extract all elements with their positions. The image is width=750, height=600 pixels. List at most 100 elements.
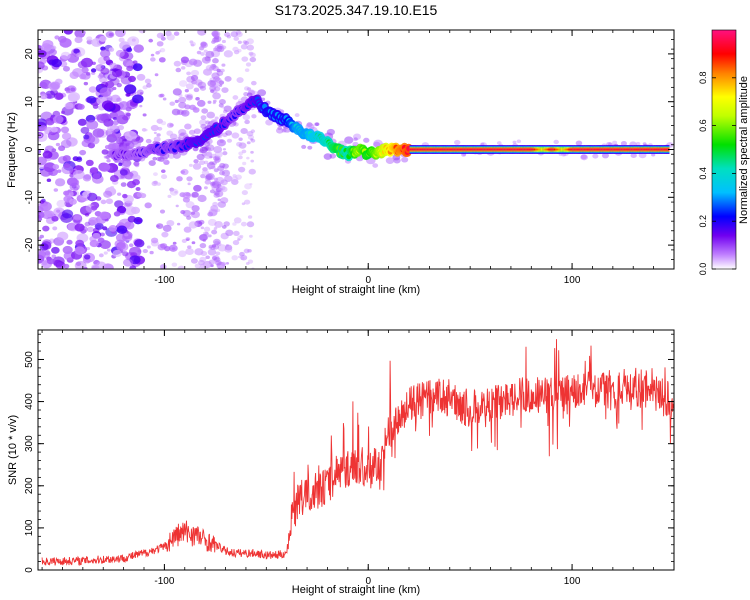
spectrogram-noise-blob	[214, 221, 223, 228]
spectrogram-ridge-core	[600, 148, 603, 151]
spectrogram-noise-blob	[79, 149, 87, 156]
spectrogram-noise-blob	[233, 230, 240, 237]
spectrogram-noise-blob	[178, 250, 187, 258]
spectrogram-noise-blob	[226, 138, 233, 143]
spectrogram-noise-blob	[156, 133, 161, 137]
spectrogram-noise-blob	[196, 153, 205, 161]
spectrogram-noise-blob	[109, 174, 119, 182]
spectrogram-noise-blob	[51, 246, 60, 254]
spectrogram-noise-blob	[232, 174, 237, 178]
spectrogram-noise-blob	[149, 250, 154, 255]
spectrogram-noise-blob	[175, 204, 179, 208]
spectrogram-ridge-core	[442, 148, 445, 151]
spectrogram-noise-blob	[232, 95, 239, 100]
spectrogram-noise-blob	[137, 219, 142, 223]
spectrogram-noise-blob	[385, 157, 395, 164]
spectrogram-noise-blob	[56, 209, 61, 213]
spectrogram-ridge-core	[445, 148, 447, 151]
spectrogram-ridge-core	[535, 148, 537, 151]
spectrogram-noise-blob	[176, 176, 183, 182]
snr-frame	[37, 329, 675, 571]
spectrogram-noise-blob	[127, 36, 140, 46]
snr-plot-area	[38, 330, 674, 570]
spectrogram-ridge-core	[488, 148, 490, 151]
spectrogram-noise-blob	[169, 101, 176, 106]
spectrogram-noise-blob	[223, 105, 232, 113]
spectrogram-ridge-core	[463, 148, 466, 151]
spectrogram-noise-blob	[239, 251, 245, 257]
spectrogram-ridge-core	[533, 148, 536, 151]
spectrogram-noise-blob	[184, 123, 192, 130]
snr-x-tick-label: -100	[154, 576, 174, 587]
spectrogram-noise-blob	[301, 144, 307, 149]
spectrogram-noise-blob	[183, 226, 192, 233]
spectrogram-ridge-core	[505, 148, 507, 151]
spectrogram-noise-blob	[221, 45, 227, 50]
spectrogram-ridge-layer	[109, 94, 670, 162]
spectrogram-ridge-core	[595, 148, 597, 151]
spectrogram-ridge-core	[448, 148, 450, 151]
spectrogram-noise-blob	[242, 114, 251, 121]
spectrogram-noise-blob	[76, 52, 82, 58]
spectrogram-noise-blob	[209, 80, 220, 89]
spectrogram-noise-blob	[207, 100, 212, 104]
spectrogram-noise-blob	[145, 138, 152, 144]
spectrogram-ridge-core	[435, 148, 437, 151]
spectrogram-ridge-core	[596, 148, 599, 151]
spectrogram-ridge-core	[483, 148, 486, 151]
spectrogram-ridge-core	[436, 148, 439, 151]
spectrogram-y-tick-label: 0	[24, 146, 35, 152]
spectrogram-ridge-core	[550, 148, 553, 151]
spectrogram-noise-blob	[217, 244, 227, 252]
spectrogram-noise-blob	[240, 221, 247, 227]
spectrogram-ridge-core	[513, 148, 516, 151]
spectrogram-noise-blob	[250, 80, 257, 86]
spectrogram-noise-blob	[214, 116, 219, 120]
spectrogram-noise-blob	[181, 238, 187, 243]
spectrogram-ridge-core	[443, 148, 446, 151]
colorbar-ticks: 0.0 0.2 0.4 0.6 0.8	[698, 72, 736, 275]
spectrogram-noise-blob	[112, 117, 117, 121]
spectrogram-noise-blob	[69, 198, 77, 205]
spectrogram-noise-blob	[142, 248, 148, 254]
spectrogram-ridge-core	[418, 148, 420, 151]
spectrogram-ridge-core	[640, 148, 643, 151]
spectrogram-ridge-core	[605, 148, 607, 151]
spectrogram-noise-blob	[238, 255, 242, 259]
spectrogram-noise-blob	[188, 129, 196, 135]
spectrogram-noise-blob	[107, 125, 115, 132]
spectrogram-noise-blob	[233, 217, 242, 224]
spectrogram-noise-blob	[200, 226, 205, 230]
spectrogram-ridge-core	[520, 148, 523, 151]
spectrogram-noise-blob	[72, 169, 85, 180]
spectrogram-noise-blob	[246, 141, 251, 145]
spectrogram-ridge-core	[469, 148, 472, 151]
spectrogram-noise-blob	[124, 233, 129, 237]
spectrogram-noise-blob	[116, 83, 122, 88]
spectrogram-noise-blob	[92, 173, 101, 180]
spectrogram-noise-blob	[217, 198, 221, 202]
spectrogram-noise-blob	[210, 181, 216, 186]
spectrogram-noise-blob	[208, 259, 216, 265]
spectrogram-noise-blob	[294, 113, 300, 118]
spectrogram-noise-blob	[113, 211, 121, 217]
spectrogram-noise-blob	[372, 163, 379, 168]
spectrogram-ridge-core	[528, 148, 530, 151]
spectrogram-noise-blob	[108, 224, 118, 232]
spectrogram-ridge-core	[529, 148, 532, 151]
spectrogram-noise-blob	[150, 57, 156, 62]
spectrogram-ridge-core	[530, 148, 533, 151]
spectrogram-ridge-core	[482, 148, 484, 151]
spectrogram-noise-blob	[237, 235, 243, 241]
spectrogram-noise-blob	[150, 53, 155, 57]
spectrogram-ridge-core	[666, 148, 669, 151]
spectrogram-noise-blob	[222, 148, 226, 151]
spectrogram-noise-blob	[225, 130, 233, 136]
colorbar: 0.0 0.2 0.4 0.6 0.8 Normalized spectral ampl…	[698, 29, 750, 275]
spectrogram-noise-blob	[187, 182, 191, 186]
spectrogram-noise-blob	[57, 231, 69, 241]
spectrogram-noise-blob	[128, 243, 134, 248]
spectrogram-noise-blob	[198, 259, 205, 266]
spectrogram-noise-blob	[42, 39, 54, 49]
